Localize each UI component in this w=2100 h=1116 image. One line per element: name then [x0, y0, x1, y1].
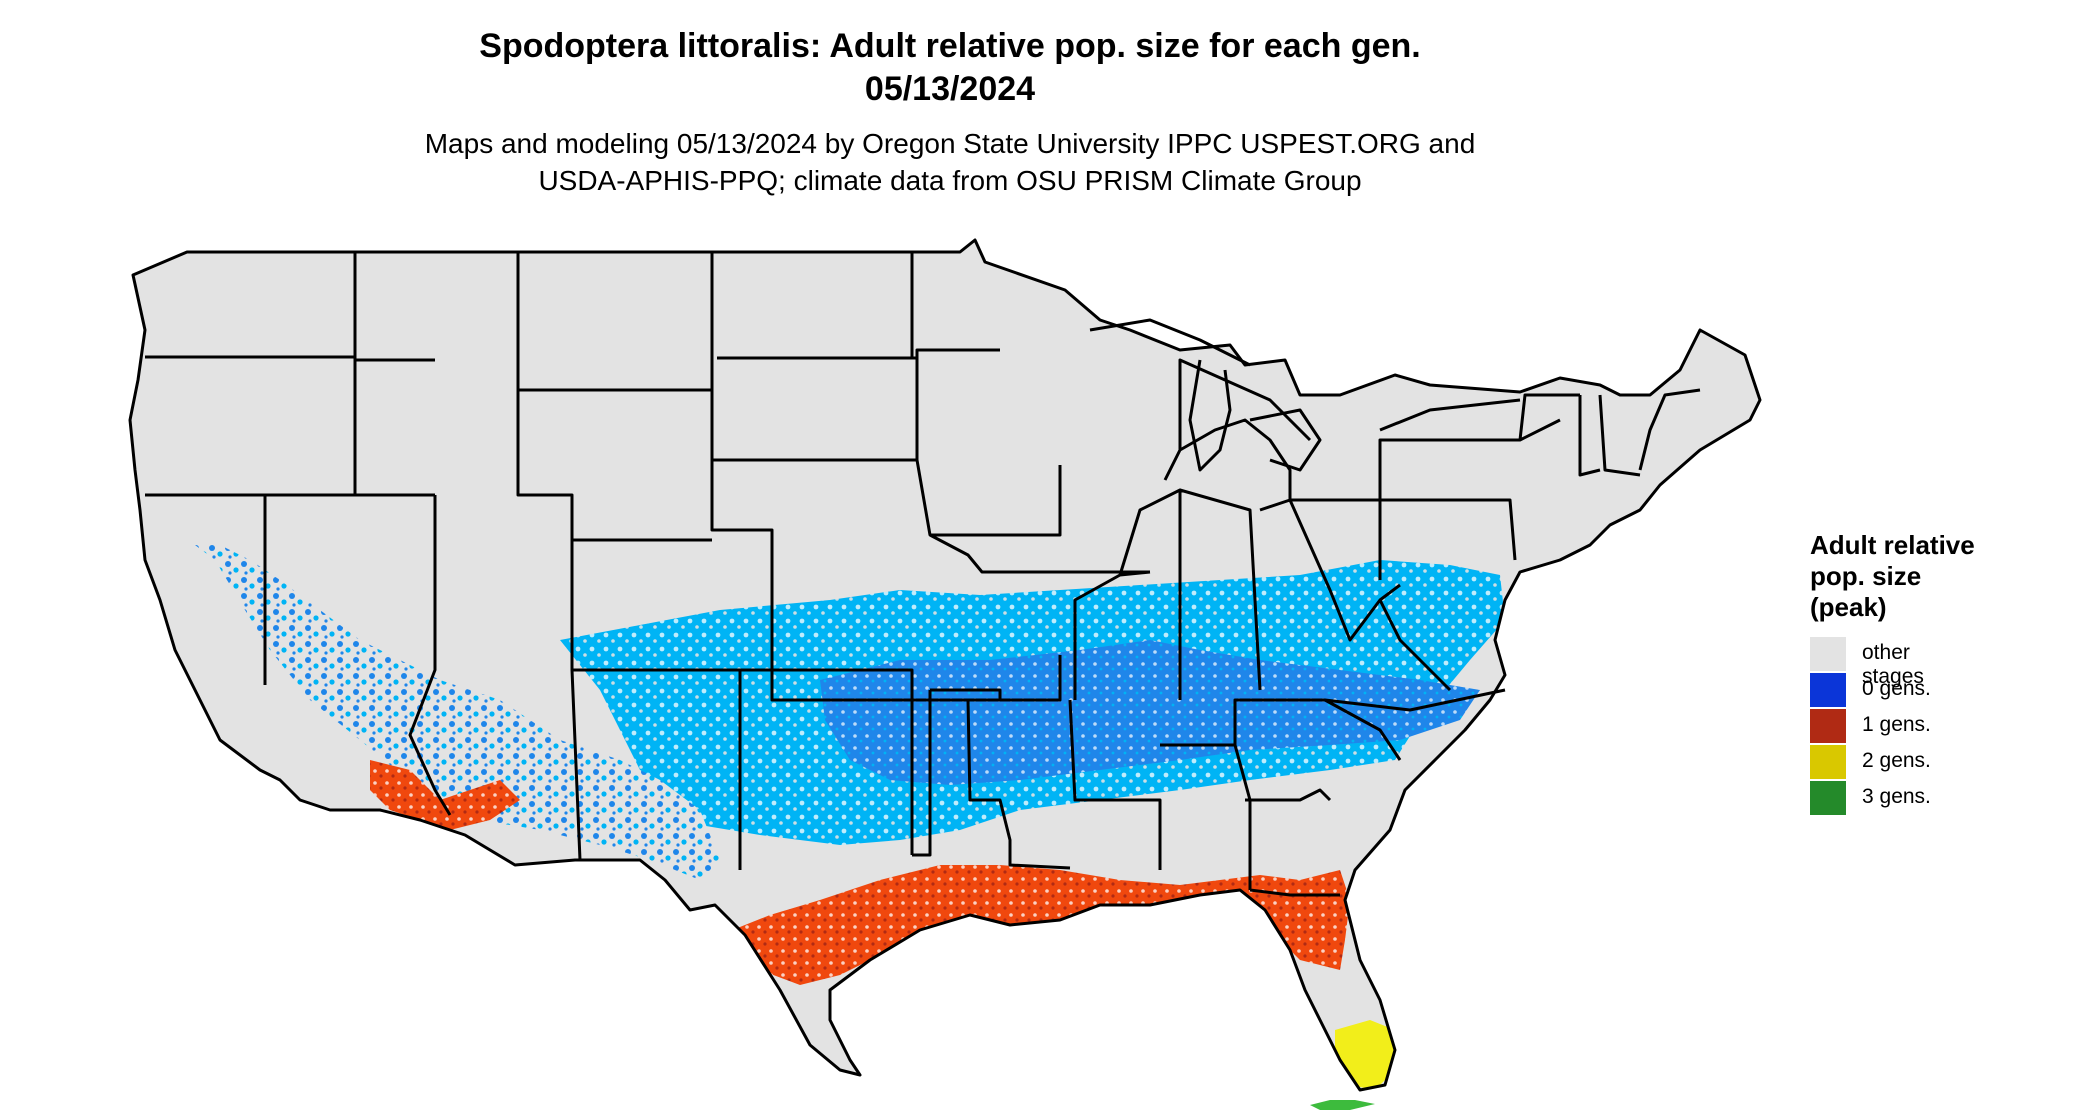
legend-swatch	[1810, 673, 1846, 707]
legend-item: 3 gens.	[1810, 781, 1975, 817]
zone-3gens-keys	[1310, 1100, 1375, 1110]
legend-swatch	[1810, 637, 1846, 671]
map-date: 05/13/2024	[864, 70, 1036, 108]
us-map	[128, 238, 1762, 1110]
map-subtitle-line1: Maps and modeling 05/13/2024 by Oregon S…	[424, 128, 1476, 159]
legend-label: 1 gens.	[1862, 713, 1931, 736]
legend-item: 2 gens.	[1810, 745, 1975, 781]
legend-swatch	[1810, 745, 1846, 779]
legend-title-line1: Adult relative	[1810, 530, 1975, 560]
legend-title-line3: (peak)	[1810, 592, 1887, 622]
legend-swatch	[1810, 709, 1846, 743]
legend-item: 1 gens.	[1810, 709, 1975, 745]
zone-0gens-mid	[820, 640, 1480, 785]
legend-swatch	[1810, 781, 1846, 815]
great-lakes	[1089, 318, 1521, 472]
legend-label: 3 gens.	[1862, 785, 1931, 808]
legend-label: other stages	[1862, 641, 1924, 688]
legend-label: 2 gens.	[1862, 749, 1931, 772]
legend-item: 0 gens.	[1810, 673, 1975, 709]
legend-items: other stages 0 gens. 1 gens. 2 gens. 3 gens.	[1810, 637, 1975, 817]
legend-title-line2: pop. size	[1810, 561, 1922, 591]
legend-item: other stages	[1810, 637, 1975, 688]
map-subtitle-line2: USDA-APHIS-PPQ; climate data from OSU PR…	[538, 165, 1362, 196]
legend: Adult relative pop. size (peak) other st…	[1810, 530, 1975, 817]
zone-0gens-west	[195, 545, 720, 880]
state-borders	[128, 238, 1762, 1092]
legend-label: 0 gens.	[1862, 677, 1931, 700]
zone-1gens-southwest	[370, 760, 520, 830]
map-title: Spodoptera littoralis: Adult relative po…	[479, 27, 1421, 65]
